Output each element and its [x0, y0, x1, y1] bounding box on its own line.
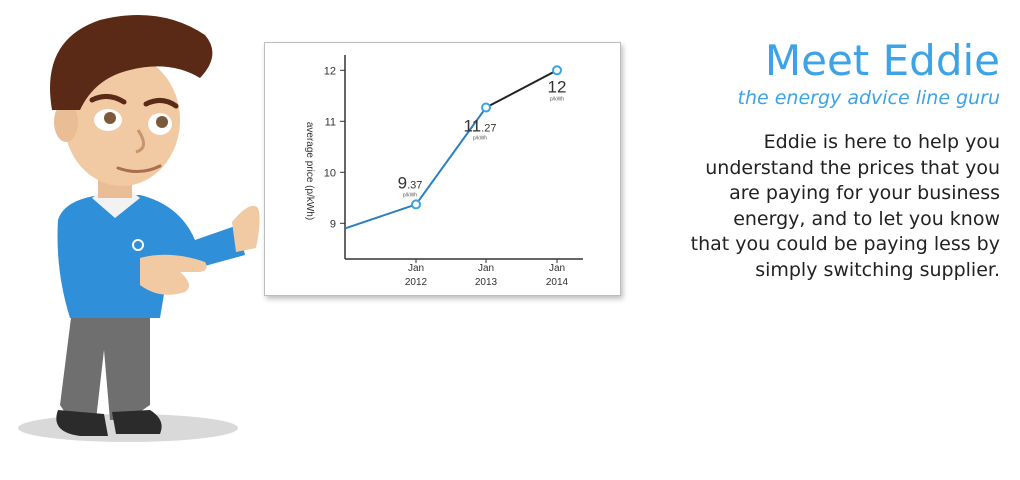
sweater-logo: [132, 239, 144, 251]
data-label: 11.27: [464, 117, 497, 136]
paragraph-line: that you could be paying less by: [690, 233, 1000, 255]
price-line-chart: average price (p/kWh) 12 11 10 9 Jan 2012 Jan 2…: [304, 55, 583, 288]
data-label-unit: p/kWh: [473, 136, 487, 142]
data-label-unit: p/kWh: [403, 192, 417, 198]
ear: [54, 102, 78, 142]
left-shoe: [56, 410, 108, 436]
data-label-unit: p/kWh: [550, 96, 564, 102]
data-point: [481, 102, 491, 113]
open-hand: [140, 254, 207, 295]
x-tick-label: Jan 2013: [475, 263, 498, 288]
eyebrows: [89, 94, 179, 109]
page-title: Meet Eddie: [764, 36, 1000, 85]
intro-copy: Meet Eddie the energy advice line guru E…: [620, 36, 1000, 283]
paragraph-line: Eddie is here to help you: [763, 131, 1000, 153]
x-tick-label: Jan 2014: [546, 263, 569, 288]
paragraph-line: are paying for your business: [729, 182, 1000, 204]
right-shoe: [112, 410, 162, 434]
eddie-illustration: [18, 15, 260, 442]
series-line-segment: [344, 203, 417, 230]
mouth: [116, 164, 162, 173]
y-tick-label: 9: [330, 218, 336, 230]
y-tick-label: 11: [325, 116, 336, 128]
nose: [135, 129, 145, 154]
page-subtitle: the energy advice line guru: [737, 87, 1000, 109]
pointing-hand: [232, 205, 260, 252]
left-pupil: [104, 112, 116, 124]
right-pupil: [156, 116, 168, 128]
paragraph-line: simply switching supplier.: [755, 258, 1000, 281]
intro-paragraph: Eddie is here to help you understand the…: [620, 130, 1000, 283]
shirt-collar: [92, 192, 140, 218]
paragraph-line: energy, and to let you know: [733, 207, 1000, 230]
data-label: 12: [548, 77, 567, 96]
trousers: [60, 310, 150, 420]
data-point: [411, 199, 421, 210]
y-tick-label: 12: [324, 65, 336, 77]
series-line-segment: [415, 106, 487, 206]
paragraph-line: understand the prices that you: [705, 156, 1000, 179]
x-tick-label: Jan 2012: [405, 263, 428, 288]
y-tick-label: 10: [324, 167, 336, 179]
price-chart-card: average price (p/kWh) 12 11 10 9 Jan 2012 Jan 2…: [264, 42, 621, 296]
data-point: [552, 65, 562, 76]
series-line-segment: [485, 69, 558, 109]
hair: [50, 15, 213, 110]
data-label: 9.37: [398, 173, 423, 192]
y-axis-label: average price (p/kWh): [304, 122, 315, 220]
